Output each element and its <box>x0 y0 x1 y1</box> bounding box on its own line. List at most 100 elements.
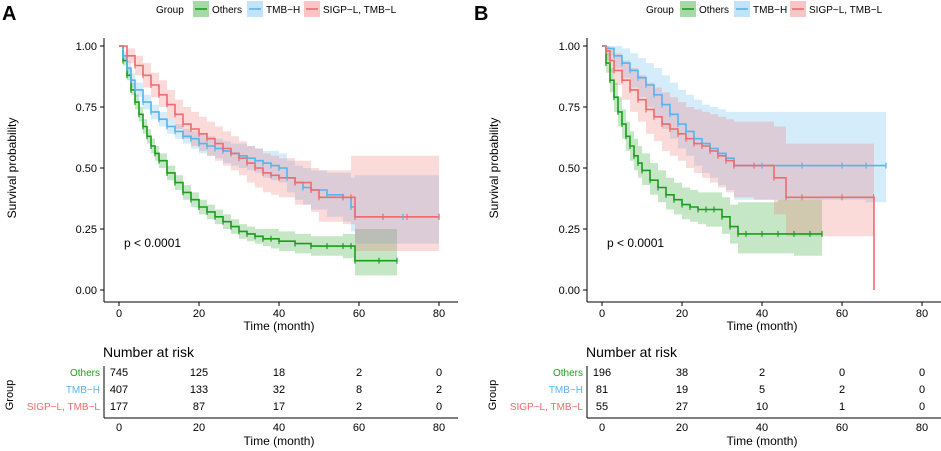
risk-table-xlabel: Time (month) <box>727 434 798 448</box>
p-value: p < 0.0001 <box>607 236 664 250</box>
legend-label-sigp-l: SIGP−L, TMB−L <box>323 5 397 16</box>
y-tick-label: 0.25 <box>559 224 580 236</box>
risk-count: 81 <box>596 384 608 396</box>
legend: Group Others TMB−H SIGP−L, TMB−L <box>646 1 883 17</box>
risk-count: 0 <box>436 401 442 413</box>
x-tick-label: 60 <box>836 308 848 320</box>
x-tick-label: 40 <box>273 308 285 320</box>
risk-rows: Others 196 38 2 0 0 TMB−H 81 19 5 2 0 SI… <box>510 367 925 413</box>
x-tick-label: 0 <box>116 308 122 320</box>
y-tick-label: 1.00 <box>76 41 97 53</box>
risk-row-label: SIGP−L, TMB−L <box>27 402 101 413</box>
risk-row-label: SIGP−L, TMB−L <box>510 402 584 413</box>
risk-table-b: Number at risk Group Others 196 38 2 0 0… <box>487 344 941 448</box>
x-tick-label: 60 <box>353 308 365 320</box>
risk-row-tmb-h: TMB−H 81 19 5 2 0 <box>549 384 925 396</box>
risk-x-tick-label: 80 <box>433 422 445 434</box>
risk-row-others: Others 745 125 18 2 0 <box>70 367 442 379</box>
y-tick-label: 0.00 <box>76 285 97 297</box>
risk-x-ticks: 0 20 40 60 80 <box>599 422 928 434</box>
censor-marks <box>605 45 887 237</box>
risk-table-title: Number at risk <box>586 344 678 360</box>
x-axis-label: Time (month) <box>244 319 315 333</box>
risk-table-title: Number at risk <box>103 344 195 360</box>
risk-table-a: Number at risk Group Others 745 125 18 2… <box>4 344 458 448</box>
y-tick-label: 0.25 <box>76 224 97 236</box>
risk-count: 2 <box>759 367 765 379</box>
panel-b: B Group Others TMB−H SIGP−L, TMB−L <box>474 1 941 448</box>
x-axis-label: Time (month) <box>727 319 798 333</box>
legend-item-tmb-h: TMB−H <box>734 1 787 17</box>
y-axis-label: Survival probability <box>5 118 19 219</box>
y-tick-label: 0.00 <box>559 285 580 297</box>
y-tick-label: 0.50 <box>559 163 580 175</box>
x-tick-label: 80 <box>916 308 928 320</box>
risk-count: 196 <box>593 367 611 379</box>
risk-count: 32 <box>273 384 285 396</box>
risk-table-xlabel: Time (month) <box>244 434 315 448</box>
legend-label-tmb-h: TMB−H <box>753 5 787 16</box>
risk-count: 10 <box>756 401 768 413</box>
risk-x-tick-label: 20 <box>676 422 688 434</box>
risk-count: 18 <box>273 367 285 379</box>
risk-count: 0 <box>919 367 925 379</box>
x-ticks: 0 20 40 60 80 <box>116 302 445 320</box>
risk-rows: Others 745 125 18 2 0 TMB−H 407 133 32 8… <box>27 367 442 413</box>
risk-x-tick-label: 0 <box>599 422 605 434</box>
y-axis-label: Survival probability <box>487 118 501 219</box>
y-tick-label: 0.75 <box>76 102 97 114</box>
ci-band-tmb-h <box>119 46 439 244</box>
risk-count: 87 <box>193 401 205 413</box>
legend-label-others: Others <box>212 5 242 16</box>
km-plot-b: 0.00 0.25 0.50 0.75 1.00 0 20 40 60 80 p < 0.000… <box>487 38 941 333</box>
risk-count: 19 <box>676 384 688 396</box>
risk-count: 5 <box>759 384 765 396</box>
legend-item-others: Others <box>680 1 729 17</box>
risk-row-sigp-l: SIGP−L, TMB−L 55 27 10 1 0 <box>510 401 925 413</box>
risk-count: 0 <box>839 367 845 379</box>
risk-count: 27 <box>676 401 688 413</box>
risk-count: 2 <box>356 401 362 413</box>
x-tick-label: 40 <box>756 308 768 320</box>
risk-row-label: Others <box>70 368 100 379</box>
risk-row-tmb-h: TMB−H 407 133 32 8 2 <box>66 384 442 396</box>
risk-x-tick-label: 80 <box>916 422 928 434</box>
x-tick-label: 80 <box>433 308 445 320</box>
x-tick-label: 0 <box>599 308 605 320</box>
risk-count: 1 <box>839 401 845 413</box>
survival-curve-tmb-h <box>602 45 886 167</box>
censor-marks <box>122 52 440 264</box>
ci-band-others <box>119 46 397 276</box>
risk-count: 17 <box>273 401 285 413</box>
panel-letter: A <box>2 3 16 25</box>
risk-x-tick-label: 60 <box>353 422 365 434</box>
y-ticks: 0.00 0.25 0.50 0.75 1.00 <box>76 41 104 297</box>
risk-row-sigp-l: SIGP−L, TMB−L 177 87 17 2 0 <box>27 401 442 413</box>
risk-x-tick-label: 40 <box>756 422 768 434</box>
risk-count: 55 <box>596 401 608 413</box>
risk-count: 745 <box>110 367 128 379</box>
y-ticks: 0.00 0.25 0.50 0.75 1.00 <box>559 41 587 297</box>
risk-count: 125 <box>190 367 208 379</box>
ci-band-sigp-l-tmb-l <box>119 46 439 251</box>
risk-count: 8 <box>356 384 362 396</box>
risk-x-ticks: 0 20 40 60 80 <box>116 422 445 434</box>
risk-count: 2 <box>436 384 442 396</box>
x-tick-label: 20 <box>676 308 688 320</box>
risk-count: 2 <box>356 367 362 379</box>
risk-table-ylabel: Group <box>4 380 16 411</box>
legend-item-others: Others <box>193 1 242 17</box>
risk-x-tick-label: 40 <box>273 422 285 434</box>
confidence-bands <box>119 46 439 276</box>
x-tick-label: 20 <box>193 308 205 320</box>
legend-label-others: Others <box>699 5 729 16</box>
risk-count: 177 <box>110 401 128 413</box>
survival-curve-sigp-l-tmb-l <box>119 45 439 218</box>
legend-label-sigp-l: SIGP−L, TMB−L <box>809 5 883 16</box>
risk-x-tick-label: 0 <box>116 422 122 434</box>
legend-title: Group <box>156 5 184 16</box>
km-plot-a: 0.00 0.25 0.50 0.75 1.00 0 20 40 60 80 p < 0.000… <box>5 38 458 333</box>
confidence-bands <box>602 46 886 290</box>
risk-row-label: Others <box>553 368 583 379</box>
risk-table-ylabel: Group <box>487 380 499 411</box>
